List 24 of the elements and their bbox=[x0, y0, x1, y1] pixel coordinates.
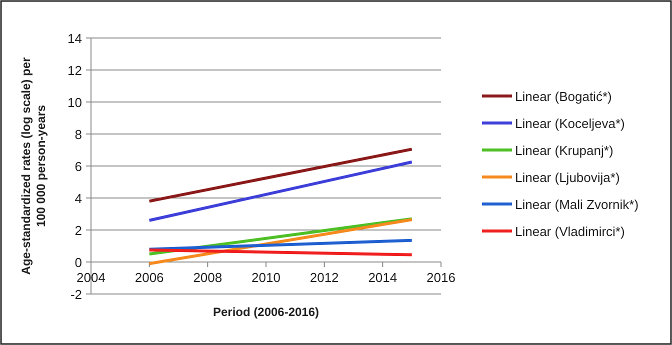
legend-label: Linear (Krupanj*) bbox=[515, 143, 614, 158]
y-tick-label: 12 bbox=[68, 63, 82, 78]
x-axis-title: Period (2006-2016) bbox=[212, 305, 320, 319]
y-tick-label: 4 bbox=[74, 191, 82, 206]
y-tick-label: 6 bbox=[74, 159, 82, 174]
x-tick-label: 2010 bbox=[252, 270, 280, 285]
legend-label: Linear (Bogatić*) bbox=[515, 89, 612, 104]
legend-label: Linear (Vladimirci*) bbox=[515, 224, 625, 239]
y-tick-label: 8 bbox=[74, 127, 82, 142]
x-tick-label: 2006 bbox=[134, 270, 164, 285]
x-tick-label: 2014 bbox=[368, 270, 398, 285]
legend-label: Linear (Ljubovija*) bbox=[515, 170, 620, 185]
y-tick-label: -2 bbox=[70, 287, 82, 302]
y-tick-label: 2 bbox=[74, 223, 82, 238]
y-axis-title: Age-standardized rates (log scale) per 100 000 person-years bbox=[19, 56, 48, 275]
x-tick-label: 2008 bbox=[193, 270, 222, 285]
y-tick-label: 14 bbox=[68, 31, 82, 46]
y-tick-label: 10 bbox=[68, 95, 82, 110]
legend-label: Linear (Mali Zvornik*) bbox=[515, 197, 639, 212]
x-tick-label: 2012 bbox=[310, 270, 339, 285]
y-tick-label: 0 bbox=[74, 255, 82, 270]
x-tick-label: 2004 bbox=[76, 270, 106, 285]
x-tick-label: 2016 bbox=[426, 270, 456, 285]
legend-label: Linear (Koceljeva*) bbox=[515, 116, 625, 131]
